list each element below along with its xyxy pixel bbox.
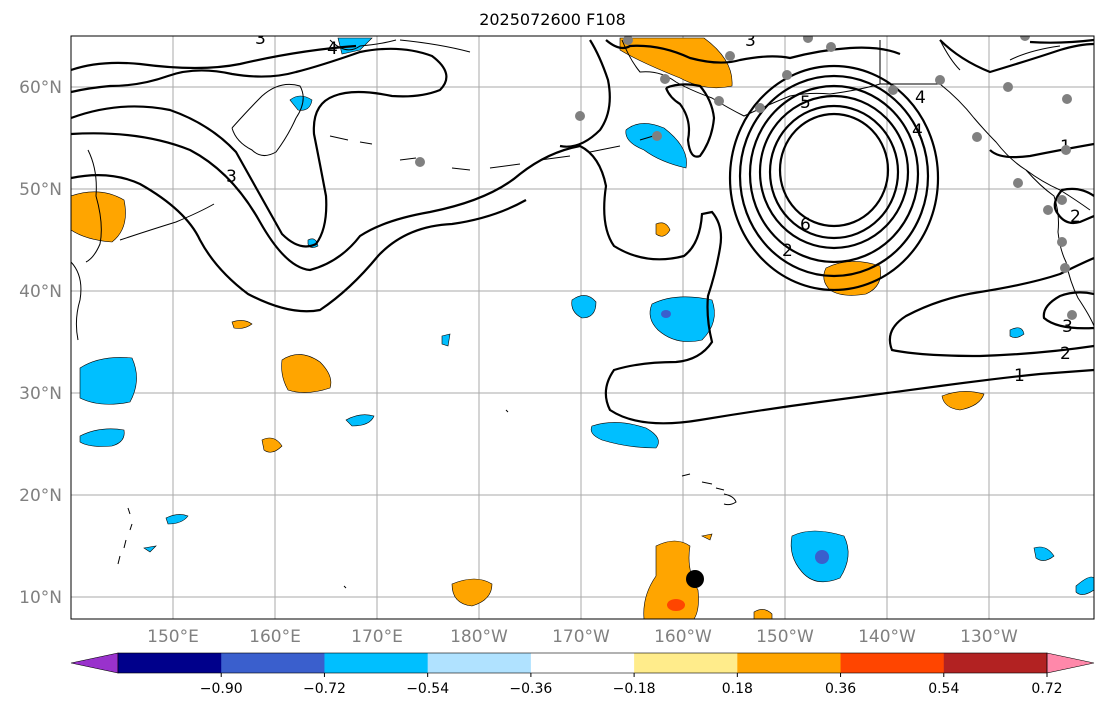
- lon-label: 170°W: [552, 627, 610, 647]
- colorbar-tick-label: −0.18: [613, 681, 656, 697]
- colorbar-tick-label: 0.36: [825, 681, 856, 697]
- colorbar-extend-low: [70, 652, 119, 674]
- colorbar-segments: [70, 652, 1095, 674]
- colorbar-tick-label: −0.72: [303, 681, 346, 697]
- contour-label: 1: [1014, 366, 1025, 386]
- lat-label: 60°N: [19, 78, 62, 98]
- contour-label: 4: [912, 121, 923, 141]
- colorbar-segment: [221, 653, 325, 673]
- colorbar-tick-label: −0.36: [509, 681, 552, 697]
- colorbar: −0.90 −0.72 −0.54 −0.36 −0.18 0.18 0.36 0.54 0.7…: [70, 652, 1095, 697]
- contour-label: 3: [745, 31, 756, 51]
- lon-label: 150°W: [756, 627, 814, 647]
- graticule: [71, 36, 1094, 619]
- colorbar-extend-high: [1046, 652, 1095, 674]
- contour-label: 3: [1062, 317, 1073, 337]
- map-frame: [70, 35, 1095, 620]
- contour-label: 2: [1070, 207, 1081, 227]
- coastlines: [71, 39, 1094, 589]
- colorbar-tick-label: 0.18: [722, 681, 753, 697]
- colorbar-ticks: −0.90 −0.72 −0.54 −0.36 −0.18 0.18 0.36 0.54 0.7…: [200, 673, 1063, 697]
- contour-label: 3: [255, 29, 266, 49]
- contour-label: 4: [327, 39, 338, 59]
- colorbar-tick-label: 0.54: [928, 681, 959, 697]
- contour-label: 4: [915, 88, 926, 108]
- colorbar-tick-label: −0.54: [406, 681, 449, 697]
- colorbar-segment: [943, 653, 1048, 673]
- latitude-labels: 60°N 50°N 40°N 30°N 20°N 10°N: [19, 78, 62, 608]
- colorbar-tick-label: −0.90: [200, 681, 243, 697]
- lon-label: 150°E: [147, 627, 199, 647]
- contour-label: 6: [800, 215, 811, 235]
- contour-label: 2: [1060, 344, 1071, 364]
- lon-label: 140°W: [858, 627, 916, 647]
- lon-label: 160°E: [249, 627, 301, 647]
- contour-label: 2: [782, 241, 793, 261]
- map-title: 2025072600 F108: [479, 10, 626, 29]
- contour-label: 3: [226, 167, 237, 187]
- colorbar-segment: [118, 653, 222, 673]
- longitude-labels: 150°E 160°E 170°E 180°W 170°W 160°W 150°…: [147, 627, 1018, 647]
- colorbar-segment: [737, 653, 842, 673]
- lon-label: 180°W: [450, 627, 508, 647]
- storm-center-marker: [686, 570, 704, 588]
- lat-label: 20°N: [19, 486, 62, 506]
- lat-label: 30°N: [19, 384, 62, 404]
- lon-label: 170°E: [351, 627, 403, 647]
- lat-label: 40°N: [19, 282, 62, 302]
- lon-label: 160°W: [654, 627, 712, 647]
- colorbar-segment: [324, 653, 429, 673]
- anomaly-shading: [71, 37, 1094, 619]
- map-area: [71, 36, 1094, 619]
- station-markers: [415, 36, 1077, 320]
- colorbar-segment: [634, 653, 738, 673]
- colorbar-tick-label: 0.72: [1031, 681, 1062, 697]
- colorbar-segment: [427, 653, 532, 673]
- lat-label: 50°N: [19, 180, 62, 200]
- contour-label: 5: [800, 93, 811, 113]
- lon-label: 130°W: [960, 627, 1018, 647]
- colorbar-segment: [530, 653, 635, 673]
- colorbar-border: [117, 652, 1048, 674]
- lat-label: 10°N: [19, 588, 62, 608]
- colorbar-segment: [840, 653, 945, 673]
- height-contours: [71, 38, 1094, 425]
